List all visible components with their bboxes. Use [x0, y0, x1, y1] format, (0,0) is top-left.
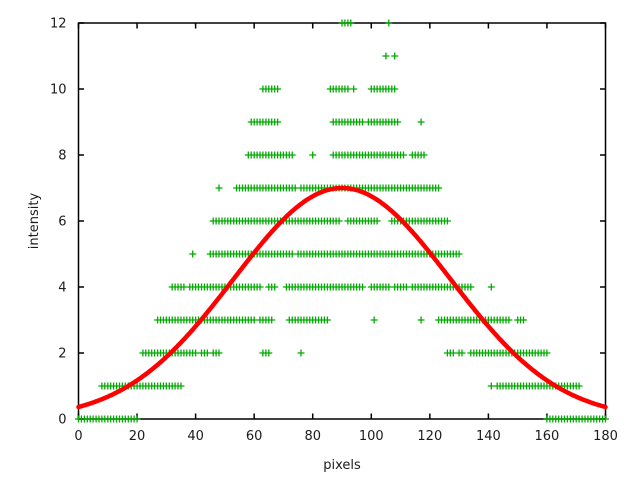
x-tick-label: 120 — [417, 429, 442, 444]
y-tick-label: 8 — [58, 149, 66, 164]
x-axis-label: pixels — [323, 458, 361, 473]
plot-generated-under: 0 20 40 60 80 100 120 140 160 180 0 2 4 6 8 10 12 — [50, 17, 618, 445]
scatter-points — [75, 19, 609, 423]
y-axis-label: intensity — [27, 193, 42, 250]
fit-curve — [76, 185, 608, 410]
x-tick-label: 20 — [129, 429, 146, 444]
x-tick-label: 0 — [74, 429, 82, 444]
x-tick-label: 160 — [535, 429, 560, 444]
x-tick-label: 180 — [593, 429, 618, 444]
y-tick-label: 4 — [58, 281, 66, 296]
y-tick-label: 6 — [58, 215, 66, 230]
x-tick-label: 140 — [476, 429, 501, 444]
plot-generated-over — [75, 19, 609, 423]
x-tick-label: 100 — [359, 429, 384, 444]
y-tick-label: 12 — [50, 17, 67, 32]
x-tick-label: 60 — [246, 429, 263, 444]
y-tick-label: 0 — [58, 413, 66, 428]
y-tick-label: 10 — [50, 83, 67, 98]
x-tick-label: 40 — [187, 429, 204, 444]
x-tick-label: 80 — [304, 429, 321, 444]
y-tick-label: 2 — [58, 347, 66, 362]
